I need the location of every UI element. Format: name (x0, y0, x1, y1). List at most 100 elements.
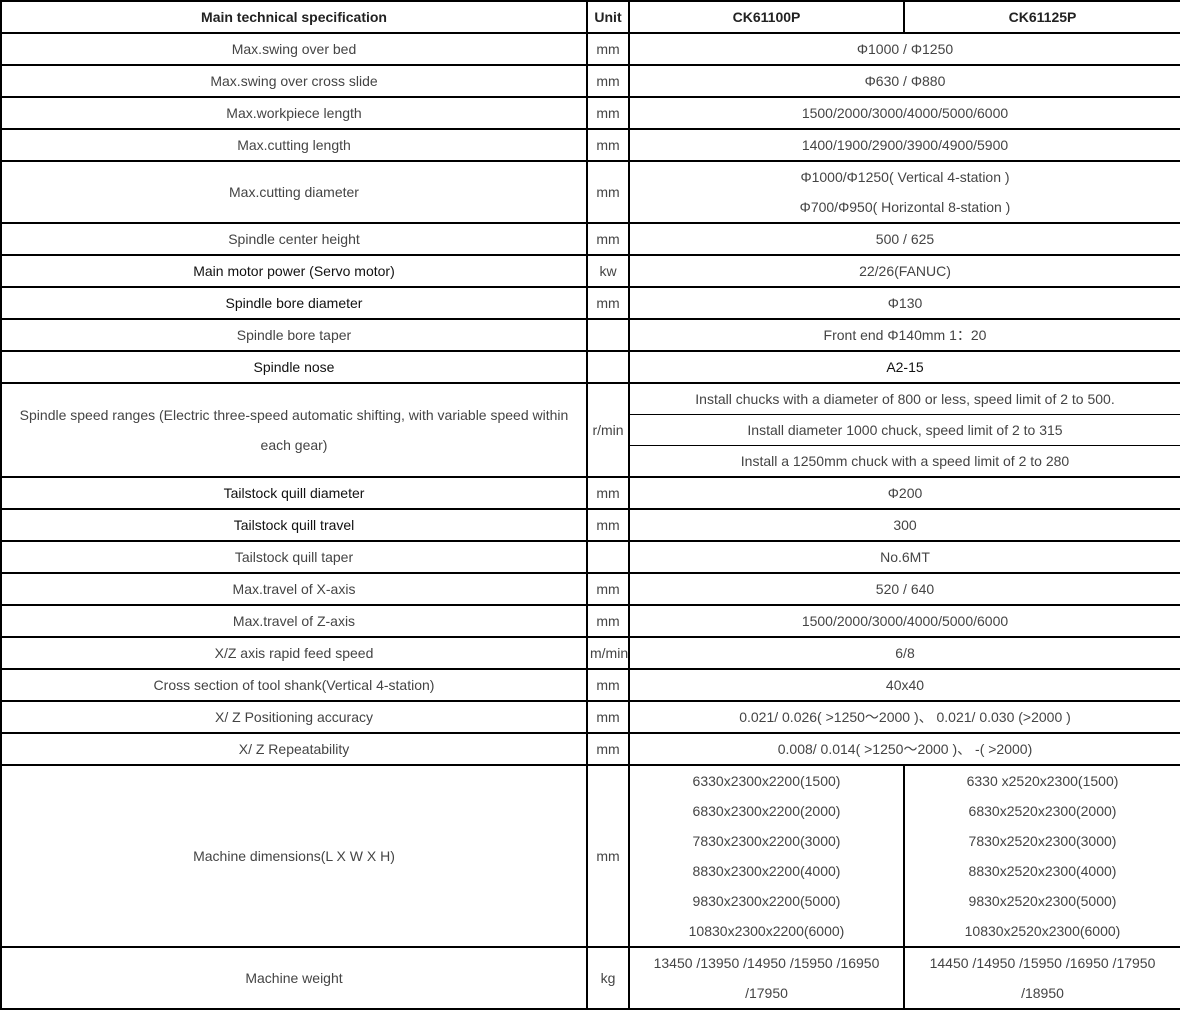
value-cell: A2-15 (628, 350, 1180, 384)
spec-label: X/ Z Repeatability (0, 732, 588, 766)
unit-cell: mm (586, 668, 630, 702)
spec-label: Max.swing over bed (0, 32, 588, 66)
unit-cell (586, 350, 630, 384)
table-row: Max.travel of Z-axis mm 1500/2000/3000/400… (0, 604, 1180, 638)
spec-label: Tailstock quill travel (0, 508, 588, 542)
spec-label: X/ Z Positioning accuracy (0, 700, 588, 734)
spec-label: Machine dimensions(L X W X H) (0, 764, 588, 948)
value-cell: Front end Φ140mm 1：20 (628, 318, 1180, 352)
value-cell: Install chucks with a diameter of 800 or… (628, 382, 1180, 415)
header-model-2: CK61125P (903, 0, 1180, 34)
value-cell: 0.021/ 0.026( >1250～2000 )、 0.021/ 0.030… (628, 700, 1180, 734)
unit-cell: mm (586, 222, 630, 256)
spec-label: Cross section of tool shank(Vertical 4-s… (0, 668, 588, 702)
unit-cell: kw (586, 254, 630, 288)
table-row: Max.workpiece length mm 1500/2000/3000/400… (0, 96, 1180, 130)
value-line: 9830x2520x2300(5000) (968, 893, 1117, 909)
unit-cell: mm (586, 604, 630, 638)
unit-cell: mm (586, 508, 630, 542)
table-row: Cross section of tool shank(Vertical 4-s… (0, 668, 1180, 702)
table-row: Max.travel of X-axis mm 520 / 640 (0, 572, 1180, 606)
table-row: Spindle bore taper Front end Φ140mm 1：20 (0, 318, 1180, 352)
value-line: 10830x2520x2300(6000) (964, 923, 1121, 939)
spec-label: Max.cutting diameter (0, 160, 588, 224)
unit-cell: mm (586, 476, 630, 510)
table-row: Spindle center height mm 500 / 625 (0, 222, 1180, 256)
spec-label: Main motor power (Servo motor) (0, 254, 588, 288)
value-cell: 1400/1900/2900/3900/4900/5900 (628, 128, 1180, 162)
value-cell: 1500/2000/3000/4000/5000/6000 (628, 604, 1180, 638)
value-line: 10830x2300x2200(6000) (688, 923, 845, 939)
value-cell: Φ1000/Φ1250( Vertical 4-station ) Φ700/Φ9… (628, 160, 1180, 224)
value-cell: 300 (628, 508, 1180, 542)
unit-cell: m/min (586, 636, 630, 670)
model-2-value: 6330 x2520x2300(1500) 6830x2520x2300(2000… (903, 764, 1180, 948)
value-cell: 500 / 625 (628, 222, 1180, 256)
spec-label: Max.swing over cross slide (0, 64, 588, 98)
value-cell: Φ1000 / Φ1250 (628, 32, 1180, 66)
unit-cell: mm (586, 700, 630, 734)
unit-cell: r/min (586, 382, 630, 478)
header-spec: Main technical specification (0, 0, 588, 34)
value-cell: 1500/2000/3000/4000/5000/6000 (628, 96, 1180, 130)
table-row: Main motor power (Servo motor) kw 22/26(FA… (0, 254, 1180, 288)
spec-label: Max.workpiece length (0, 96, 588, 130)
value-cell: Φ130 (628, 286, 1180, 320)
spec-label: Max.cutting length (0, 128, 588, 162)
table-row: Install a 1250mm chuck with a speed limi… (1, 445, 1180, 478)
table-row: Install diameter 1000 chuck, speed limit… (1, 414, 1180, 446)
value-cell: Φ200 (628, 476, 1180, 510)
table-row: Max.cutting length mm 1400/1900/2900/3900/… (0, 128, 1180, 162)
table-row: X/ Z Repeatability mm 0.008/ 0.014( >1250～… (0, 732, 1180, 766)
header-row: Main technical specification Unit CK6110… (0, 0, 1180, 34)
value-cell: 40x40 (628, 668, 1180, 702)
value-cell: Install a 1250mm chuck with a speed limi… (628, 445, 1180, 478)
unit-cell: mm (586, 286, 630, 320)
table-row: Tailstock quill diameter mm Φ200 (0, 476, 1180, 510)
unit-cell: mm (586, 764, 630, 948)
unit-cell: mm (586, 732, 630, 766)
spec-label: Max.travel of Z-axis (0, 604, 588, 638)
spec-label: X/Z axis rapid feed speed (0, 636, 588, 670)
table-row: Max.swing over cross slide mm Φ630 / Φ880 (0, 64, 1180, 98)
value-cell: Φ630 / Φ880 (628, 64, 1180, 98)
spec-label: Spindle speed ranges (Electric three-spe… (0, 382, 588, 478)
value-line: 6830x2300x2200(2000) (692, 803, 841, 819)
table-row: Tailstock quill taper No.6MT (0, 540, 1180, 574)
table-row: Tailstock quill travel mm 300 (0, 508, 1180, 542)
value-cell: 6/8 (628, 636, 1180, 670)
unit-cell: mm (586, 572, 630, 606)
spec-label: Spindle center height (0, 222, 588, 256)
table-row: Machine dimensions(L X W X H) mm 6330x2300… (0, 764, 1180, 948)
unit-cell: kg (586, 946, 630, 1010)
header-model-1: CK61100P (628, 0, 905, 34)
unit-cell: mm (586, 64, 630, 98)
value-line: 6830x2520x2300(2000) (968, 803, 1117, 819)
value-cell: 520 / 640 (628, 572, 1180, 606)
value-cell: Install diameter 1000 chuck, speed limit… (628, 414, 1180, 446)
spec-label: Machine weight (0, 946, 588, 1010)
unit-cell: mm (586, 128, 630, 162)
model-1-value: 13450 /13950 /14950 /15950 /16950 /17950 (628, 946, 905, 1010)
value-cell: 22/26(FANUC) (628, 254, 1180, 288)
spec-label: Max.travel of X-axis (0, 572, 588, 606)
value-line: 6330 x2520x2300(1500) (966, 773, 1119, 789)
unit-cell: mm (586, 96, 630, 130)
value-line: 7830x2520x2300(3000) (968, 833, 1117, 849)
value-line: 8830x2300x2200(4000) (692, 863, 841, 879)
value-cell: No.6MT (628, 540, 1180, 574)
table-row: X/Z axis rapid feed speed m/min 6/8 (0, 636, 1180, 670)
value-cell: 0.008/ 0.014( >1250～2000 )、 -( >2000) (628, 732, 1180, 766)
model-1-value: 6330x2300x2200(1500) 6830x2300x2200(2000)… (628, 764, 905, 948)
value-line: Φ700/Φ950( Horizontal 8-station ) (799, 199, 1011, 215)
model-2-value: 14450 /14950 /15950 /16950 /17950 /18950 (903, 946, 1180, 1010)
table-row: Spindle bore diameter mm Φ130 (0, 286, 1180, 320)
spec-label: Spindle nose (0, 350, 588, 384)
table-row: Max.swing over bed mm Φ1000 / Φ1250 (0, 32, 1180, 66)
value-line: Φ1000/Φ1250( Vertical 4-station ) (800, 169, 1010, 185)
unit-cell: mm (586, 32, 630, 66)
value-line: 8830x2520x2300(4000) (968, 863, 1117, 879)
unit-cell: mm (586, 160, 630, 224)
value-line: 6330x2300x2200(1500) (692, 773, 841, 789)
